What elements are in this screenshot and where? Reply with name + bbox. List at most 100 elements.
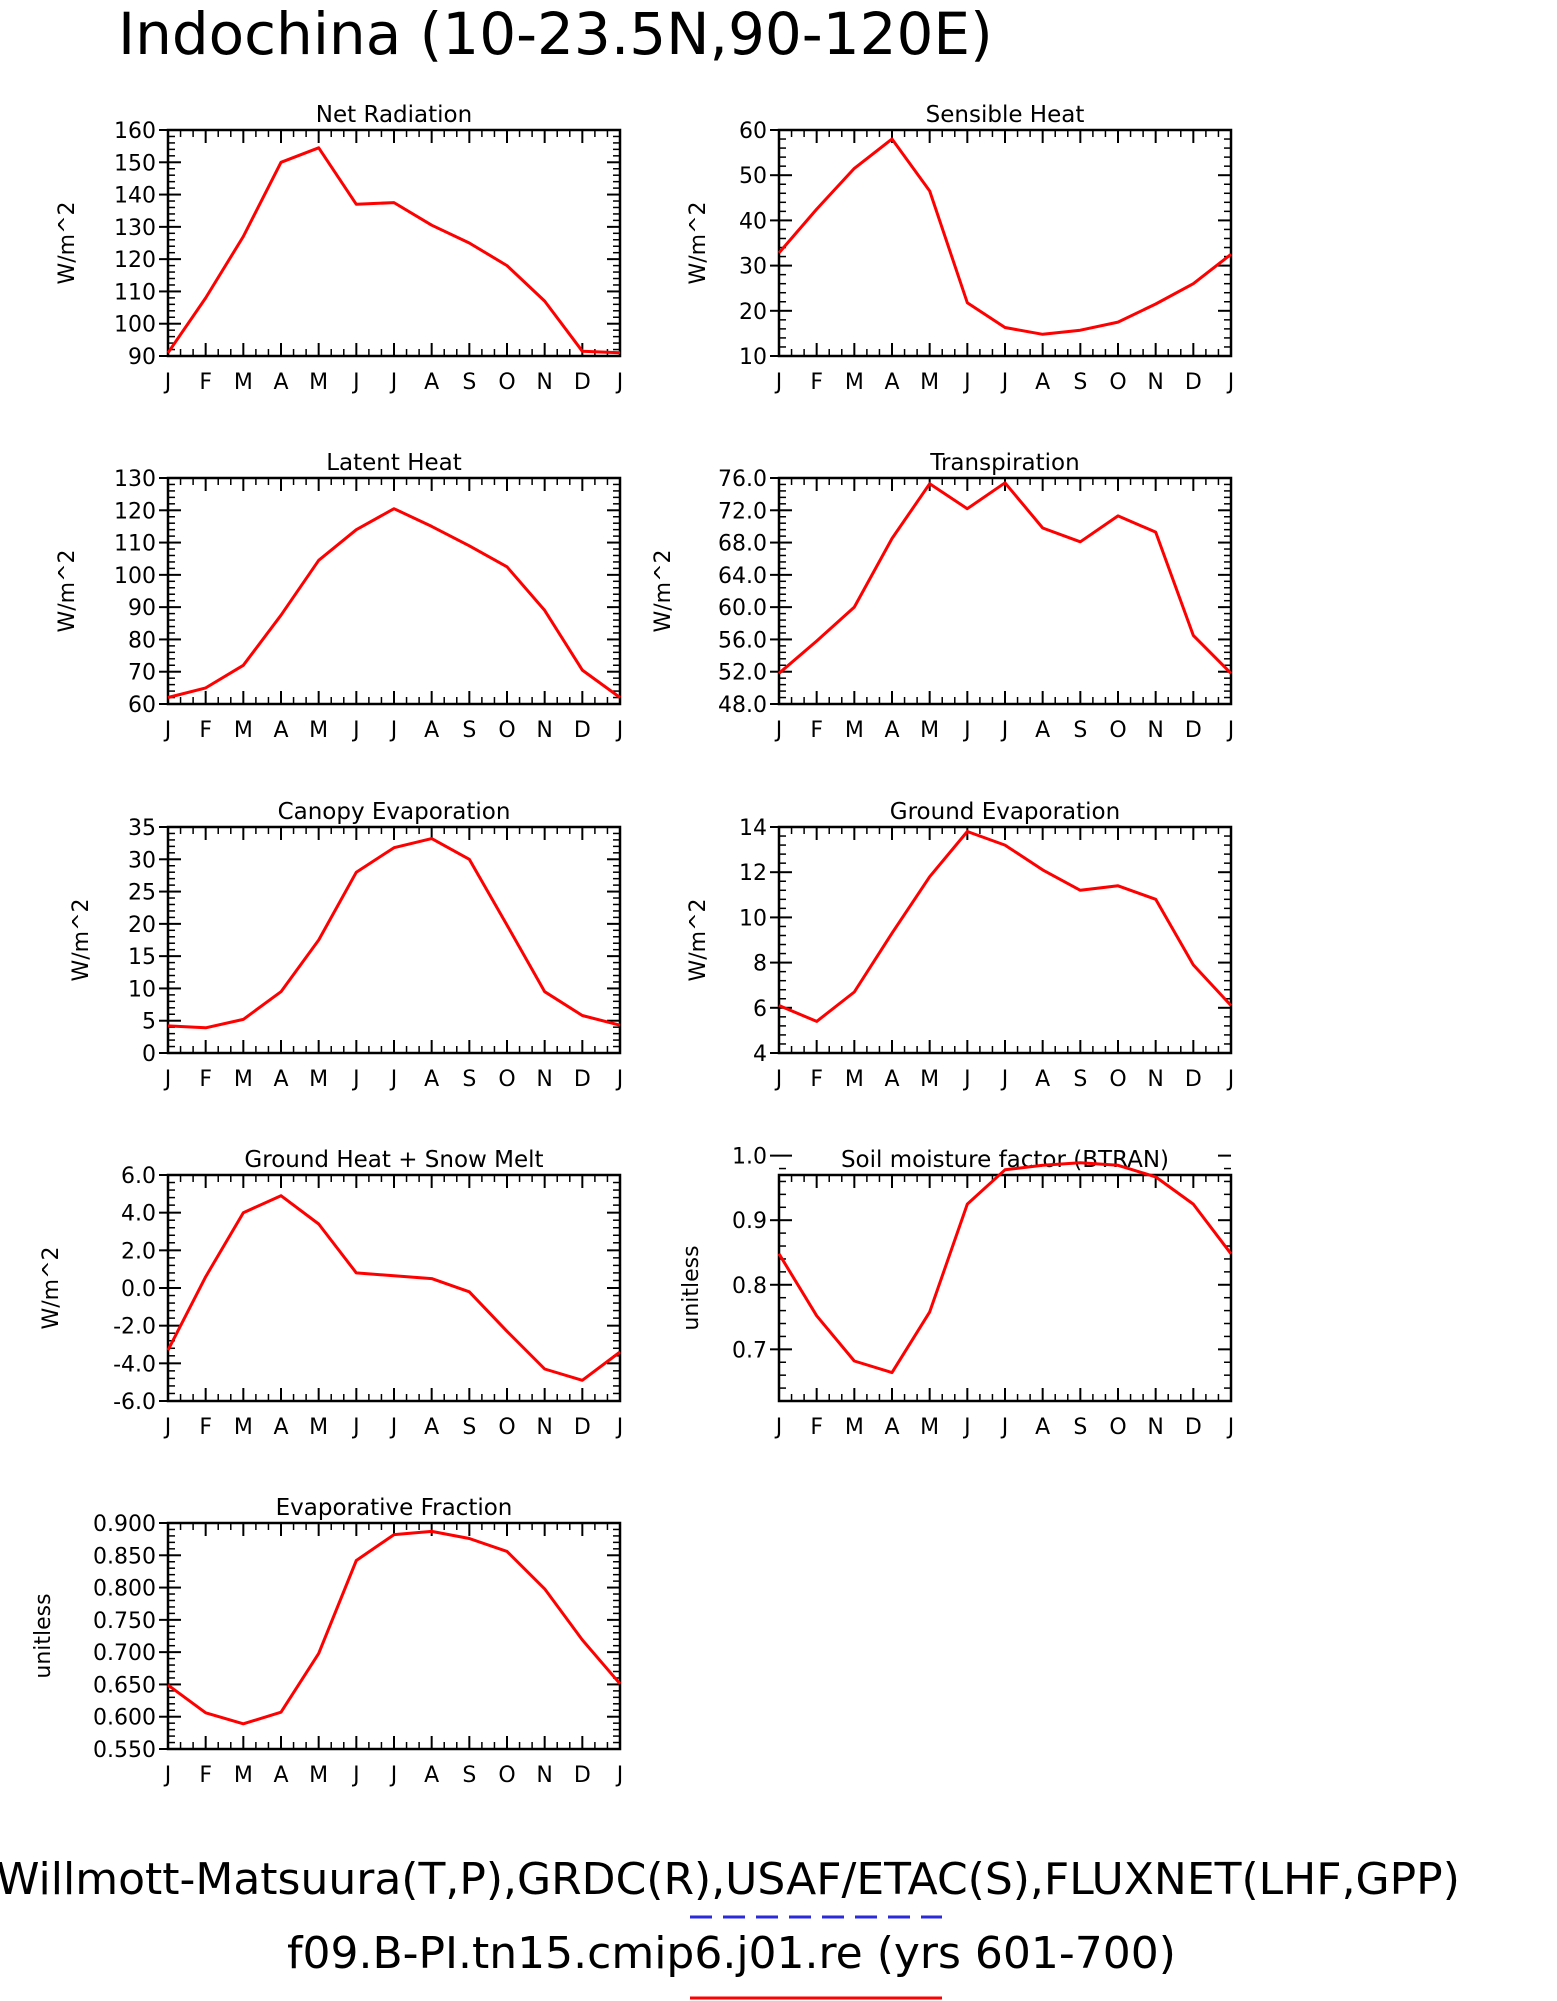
series-line [778,481,1233,675]
plot-frame [166,1173,622,1403]
y-tick-label: 4.0 [121,1202,156,1227]
x-tick-label: A [1035,718,1050,743]
x-tick-label: N [1147,1067,1163,1092]
x-tick-label: A [424,1763,439,1788]
y-tick-label: 60 [128,693,156,718]
x-tick-label: A [884,1415,899,1440]
x-tick-label: N [536,718,552,743]
x-tick-label: J [615,1763,624,1788]
series-line [166,1194,621,1382]
x-tick-label: J [1226,1415,1235,1440]
y-tick-label: 0.800 [93,1577,156,1602]
y-tick-label: 80 [128,628,156,653]
x-tick-label: D [574,718,591,743]
x-tick-label: J [163,718,172,743]
x-tick-label: A [1035,370,1050,395]
x-tick-label: M [845,1415,864,1440]
x-tick-label: D [1185,1067,1202,1092]
x-tick-label: J [389,718,398,743]
x-tick-label: J [163,370,172,395]
y-axis-label: unitless [679,1245,704,1330]
footer-datasets: Willmott-Matsuura(T,P),GRDC(R),USAF/ETAC… [0,1854,1460,1905]
x-tick-label: N [536,1415,552,1440]
y-axis-label: W/m^2 [55,549,80,632]
y-tick-label: 60.0 [718,596,767,621]
y-tick-label: 0.850 [93,1544,156,1569]
y-tick-label: 20 [128,913,156,938]
series-line [167,837,621,1030]
y-tick-label: 4 [753,1042,767,1067]
series-line [777,1161,1233,1375]
x-tick-label: J [1226,1067,1235,1092]
x-tick-label: F [810,1415,823,1440]
x-tick-label: A [884,718,899,743]
x-tick-label: M [234,1415,253,1440]
y-tick-label: 100 [114,564,156,589]
x-tick-label: F [810,370,823,395]
x-tick-label: M [234,718,253,743]
y-tick-label: 64.0 [718,564,767,589]
series-line [167,1529,622,1726]
panel-title: Canopy Evaporation [278,799,511,825]
y-tick-label: 60 [739,119,767,144]
y-tick-label: 52.0 [718,661,767,686]
x-tick-label: J [1000,1415,1009,1440]
y-axis-label: W/m^2 [686,898,711,981]
x-tick-label: O [1109,1067,1126,1092]
y-tick-label: 48.0 [718,693,767,718]
x-tick-label: A [424,718,439,743]
x-tick-label: N [536,1067,552,1092]
x-tick-label: S [1073,718,1087,743]
x-tick-label: F [810,1067,823,1092]
x-tick-label: A [273,370,288,395]
y-axis-label: W/m^2 [55,201,80,284]
x-tick-label: D [574,1067,591,1092]
x-tick-label: J [962,370,971,395]
x-tick-label: J [163,1067,172,1092]
y-tick-label: 0.9 [732,1209,767,1234]
x-tick-label: F [199,1763,212,1788]
y-tick-label: 0.7 [732,1338,767,1363]
x-tick-label: M [845,718,864,743]
y-tick-label: 90 [128,596,156,621]
x-tick-label: A [273,1763,288,1788]
x-tick-label: F [810,718,823,743]
y-axis-label: W/m^2 [686,201,711,284]
x-tick-label: J [615,1415,624,1440]
x-tick-label: N [536,1763,552,1788]
x-tick-label: S [1073,1415,1087,1440]
x-tick-label: N [1147,718,1163,743]
x-tick-label: M [234,1763,253,1788]
x-tick-label: D [1185,718,1202,743]
y-tick-label: 6 [753,997,767,1022]
y-tick-label: 12 [739,861,767,886]
x-tick-label: O [1109,718,1126,743]
x-tick-label: J [351,1415,360,1440]
x-tick-label: J [163,1763,172,1788]
x-tick-label: J [615,370,624,395]
x-tick-label: A [1035,1415,1050,1440]
y-tick-label: 0.8 [732,1274,767,1299]
x-tick-label: M [234,370,253,395]
y-axis-label: W/m^2 [651,549,676,632]
chart-panel-8: Soil moisture factor (BTRAN)J F M A M J J A S O N D… [679,1145,1234,1440]
x-tick-label: O [1109,1415,1126,1440]
x-tick-label: A [273,1415,288,1440]
x-tick-label: J [389,1415,398,1440]
x-tick-label: F [199,1067,212,1092]
y-tick-label: 130 [114,216,156,241]
y-tick-label: 140 [114,184,156,209]
x-tick-label: D [574,1415,591,1440]
y-tick-label: 76.0 [718,467,767,492]
plot-frame [777,825,1233,1055]
x-tick-label: J [962,1415,971,1440]
x-tick-label: M [309,1763,328,1788]
x-tick-label: M [309,718,328,743]
x-tick-label: M [845,1067,864,1092]
x-tick-label: A [273,1067,288,1092]
x-tick-label: S [1073,1067,1087,1092]
x-tick-label: J [1226,370,1235,395]
